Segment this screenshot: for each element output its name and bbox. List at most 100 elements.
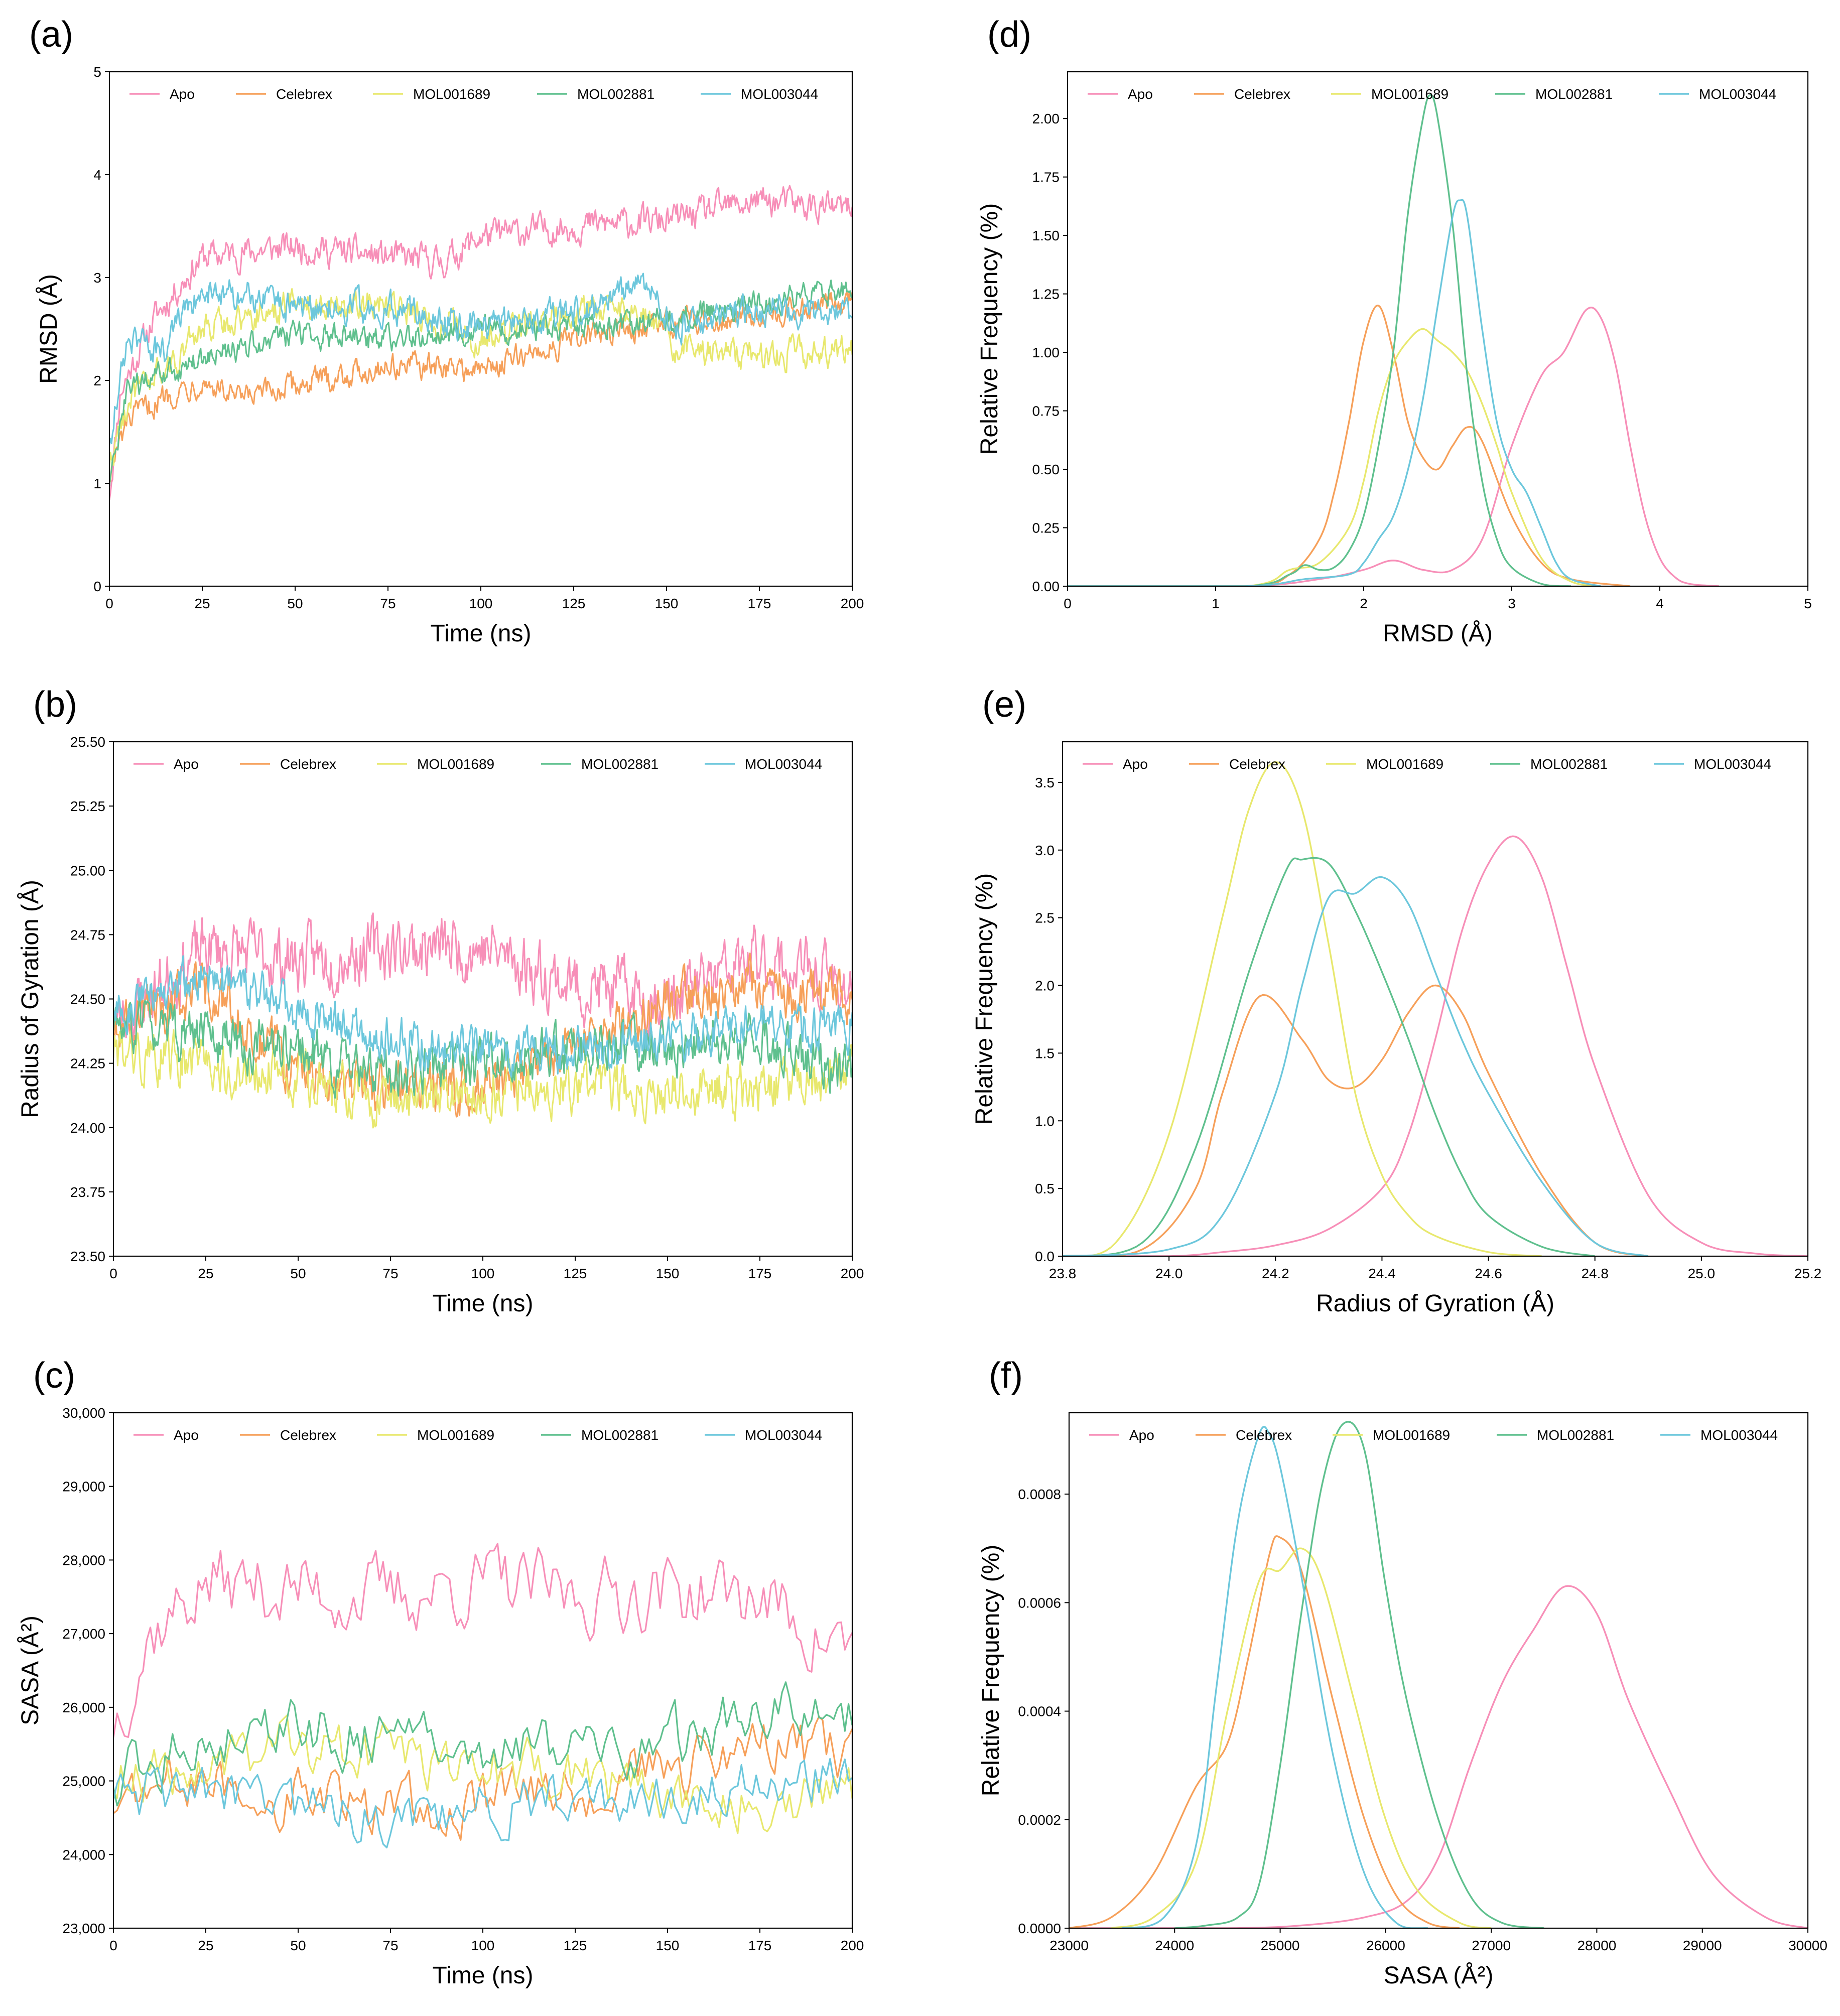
y-tick-label: 0.0 xyxy=(1035,1249,1055,1264)
y-tick-label: 2.5 xyxy=(1035,910,1055,926)
x-tick-label: 125 xyxy=(564,1938,587,1953)
series-line-celebrex xyxy=(1069,1535,1460,1928)
series-line-mol001689 xyxy=(113,1714,852,1834)
y-tick-label: 0.25 xyxy=(1032,520,1060,536)
series-line-celebrex xyxy=(109,290,852,482)
y-tick-label: 3 xyxy=(93,270,101,286)
x-tick-label: 100 xyxy=(471,1938,495,1953)
series-line-mol002881 xyxy=(113,1681,852,1807)
y-tick-label: 27,000 xyxy=(62,1626,105,1642)
x-tick-label: 24.4 xyxy=(1368,1266,1396,1281)
y-tick-label: 1.5 xyxy=(1035,1045,1055,1061)
series-line-apo xyxy=(113,1543,852,1738)
x-tick-label: 125 xyxy=(562,596,586,611)
y-tick-label: 1.25 xyxy=(1032,287,1060,302)
x-tick-label: 23.8 xyxy=(1049,1266,1077,1281)
x-tick-label: 0 xyxy=(109,1266,117,1281)
y-tick-label: 3.0 xyxy=(1035,843,1055,858)
y-axis-title: Relative Frequency (%) xyxy=(978,1545,1004,1797)
series-line-mol002881 xyxy=(1174,1421,1544,1928)
y-tick-label: 25.00 xyxy=(70,863,105,878)
series-line-apo xyxy=(1063,835,1808,1256)
x-tick-label: 27000 xyxy=(1472,1938,1511,1953)
legend-label-mol001689: MOL001689 xyxy=(417,1427,494,1443)
legend-label-mol001689: MOL001689 xyxy=(1373,1427,1450,1443)
y-tick-label: 24.50 xyxy=(70,992,105,1007)
series-line-apo xyxy=(113,912,852,1041)
series-line-mol002881 xyxy=(1068,94,1571,586)
panel-label: (f) xyxy=(989,1356,1023,1396)
panel-label: (e) xyxy=(982,685,1026,725)
y-tick-label: 24.75 xyxy=(70,927,105,943)
series-group xyxy=(1068,94,1720,586)
plot-frame xyxy=(1068,1412,1809,1929)
y-tick-label: 23.50 xyxy=(70,1249,105,1264)
y-tick-label: 25.25 xyxy=(70,798,105,814)
series-line-apo xyxy=(109,185,852,500)
legend-label-mol003044: MOL003044 xyxy=(1700,1427,1778,1443)
series-group xyxy=(113,912,852,1129)
legend-label-celebrex: Celebrex xyxy=(280,756,336,772)
x-tick-label: 75 xyxy=(382,1938,398,1953)
x-tick-label: 2 xyxy=(1360,596,1368,611)
y-tick-label: 1 xyxy=(93,476,101,491)
y-tick-label: 30,000 xyxy=(62,1405,105,1421)
x-tick-label: 100 xyxy=(471,1266,495,1281)
legend-label-apo: Apo xyxy=(174,1427,199,1443)
legend-label-mol002881: MOL002881 xyxy=(1530,756,1608,772)
y-tick-label: 1.50 xyxy=(1032,228,1060,243)
x-tick-label: 50 xyxy=(290,1266,306,1281)
y-axis-title: Relative Frequency (%) xyxy=(976,203,1003,455)
series-line-celebrex xyxy=(1068,305,1631,586)
legend: Apo Celebrex MOL001689 MOL002881 MOL003044 xyxy=(134,756,822,772)
y-axis-title: RMSD (Å) xyxy=(36,274,62,384)
x-tick-label: 100 xyxy=(469,596,493,611)
y-tick-label: 28,000 xyxy=(62,1552,105,1568)
y-tick-label: 0.0008 xyxy=(1018,1487,1061,1502)
x-tick-label: 0 xyxy=(109,1938,117,1953)
x-tick-label: 125 xyxy=(564,1266,587,1281)
series-line-mol001689 xyxy=(109,288,852,468)
legend-label-mol002881: MOL002881 xyxy=(581,756,659,772)
legend-label-apo: Apo xyxy=(170,86,195,102)
y-tick-label: 0.0006 xyxy=(1018,1595,1061,1610)
chart-panel-a: (a) 0 25 50 75 100 125 150 175 200 0 1 2 3 4 5 Time (ns)… xyxy=(29,15,864,647)
y-tick-label: 3.5 xyxy=(1035,775,1055,790)
x-tick-label: 1 xyxy=(1212,596,1220,611)
series-line-celebrex xyxy=(1063,984,1649,1256)
x-tick-label: 75 xyxy=(382,1266,398,1281)
series-line-mol001689 xyxy=(113,1029,852,1129)
y-tick-label: 25,000 xyxy=(62,1774,105,1789)
panel-label: (b) xyxy=(33,685,77,725)
y-tick-label: 0.50 xyxy=(1032,462,1060,477)
y-tick-label: 25.50 xyxy=(70,734,105,750)
series-line-mol002881 xyxy=(1063,857,1595,1256)
series-group xyxy=(113,1543,852,1849)
y-tick-label: 26,000 xyxy=(62,1700,105,1715)
x-tick-label: 5 xyxy=(1804,596,1812,611)
series-line-mol001689 xyxy=(1063,761,1542,1256)
x-tick-label: 4 xyxy=(1656,596,1664,611)
y-tick-label: 1.75 xyxy=(1032,170,1060,185)
legend-label-celebrex: Celebrex xyxy=(280,1427,336,1443)
legend-label-celebrex: Celebrex xyxy=(1229,756,1285,772)
x-axis-title: Time (ns) xyxy=(431,620,532,647)
legend-label-mol001689: MOL001689 xyxy=(413,86,490,102)
y-tick-label: 0.0004 xyxy=(1018,1704,1061,1719)
legend-label-mol002881: MOL002881 xyxy=(577,86,654,102)
series-line-mol003044 xyxy=(113,1758,852,1849)
series-line-mol003044 xyxy=(1121,1426,1428,1928)
series-line-mol001689 xyxy=(1111,1547,1492,1928)
legend: Apo Celebrex MOL001689 MOL002881 MOL003044 xyxy=(134,1427,822,1443)
legend-label-apo: Apo xyxy=(1129,1427,1154,1443)
x-axis-title: SASA (Å²) xyxy=(1384,1962,1494,1989)
y-tick-label: 2.00 xyxy=(1032,111,1060,126)
series-group xyxy=(1069,1421,1808,1928)
x-axis-title: Time (ns) xyxy=(433,1290,534,1317)
series-line-mol001689 xyxy=(1068,328,1601,586)
legend: Apo Celebrex MOL001689 MOL002881 MOL003044 xyxy=(1083,756,1771,772)
y-tick-label: 0.75 xyxy=(1032,404,1060,419)
legend-label-mol003044: MOL003044 xyxy=(741,86,818,102)
series-line-mol003044 xyxy=(1068,199,1601,586)
x-tick-label: 150 xyxy=(656,1938,680,1953)
